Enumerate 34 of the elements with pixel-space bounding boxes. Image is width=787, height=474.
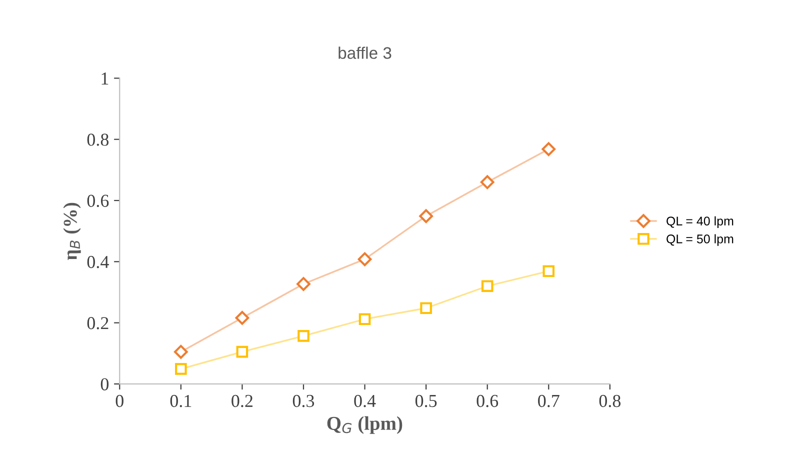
point (420, 302, 432, 314)
legend-label: QL = 40 lpm (666, 216, 734, 228)
point (236, 346, 248, 358)
point (174, 344, 188, 359)
y-tick-label: 0.6 (87, 194, 109, 208)
point (235, 310, 250, 325)
point (296, 277, 310, 291)
point (542, 265, 555, 278)
y-axis-title: η$_{B}$ (%) (63, 202, 81, 260)
point (175, 363, 187, 375)
x-tick-label: 0.6 (476, 394, 498, 408)
x-tick-label: 0.5 (415, 394, 437, 408)
x-axis-title: Q$_{G}$ (lpm) (327, 416, 402, 434)
point (542, 142, 556, 156)
legend-label: QL = 50 lpm (666, 234, 734, 246)
x-tick-label: 0.4 (354, 394, 376, 408)
chart-title: baffle 3 (338, 46, 392, 59)
x-tick-label: 0.2 (232, 394, 252, 408)
y-tick-label: 0.8 (87, 134, 109, 146)
x-tick-label: 0.8 (599, 394, 621, 408)
x-tick-label: 0.1 (170, 394, 192, 408)
y-tick-label: 0.4 (87, 256, 109, 268)
point (480, 175, 494, 190)
x-tick-label: 0.7 (538, 394, 560, 408)
y-tick-label: 0 (100, 378, 109, 390)
point (358, 252, 372, 266)
point (298, 330, 310, 342)
x-tick-label: 0.3 (292, 394, 314, 408)
x-tick-label: 0 (116, 394, 124, 408)
point (358, 313, 371, 326)
y-tick-label: 1 (102, 72, 108, 84)
point (481, 280, 494, 292)
point (419, 209, 433, 224)
y-tick-label: 0.2 (87, 317, 108, 330)
